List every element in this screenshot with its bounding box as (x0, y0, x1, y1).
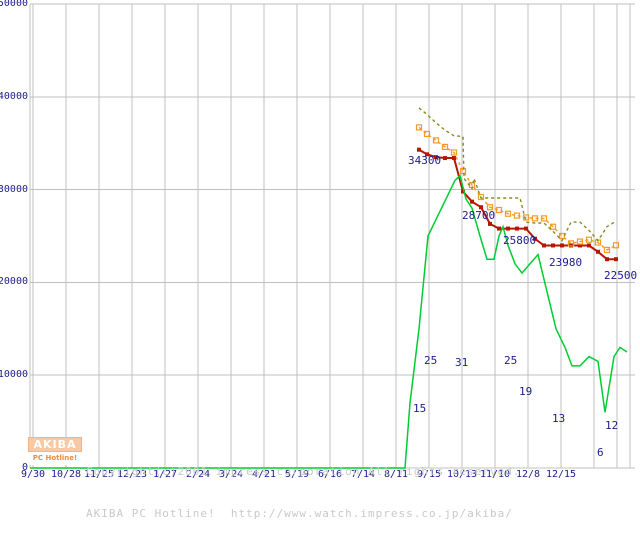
series-highest-price (418, 107, 617, 242)
x-tick-label: 3/24 (218, 469, 244, 480)
x-tick-label: 8/11 (383, 469, 409, 480)
y-tick-label: 0 (21, 462, 28, 473)
series-shop-count (30, 174, 628, 469)
x-tick-label: 4/21 (251, 469, 277, 480)
count-value-label: 13 (552, 412, 566, 425)
count-value-label: 25 (424, 354, 438, 367)
x-tick-label: 12/8 (515, 469, 541, 480)
chart-plot-area (29, 3, 635, 469)
y-tick-label: 30000 (0, 183, 28, 195)
count-value-label: 6 (597, 446, 604, 459)
price-history-chart: 50000 40000 30000 20000 10000 0 9/30 10/28 11/2… (0, 0, 638, 520)
x-tick-label: 10/13 (446, 469, 478, 480)
x-tick-label: 11/25 (83, 469, 115, 480)
x-tick-label: 5/19 (284, 469, 310, 480)
y-tick-label: 20000 (0, 276, 28, 288)
series-lowest-price (417, 147, 618, 262)
count-value-label: 25 (504, 354, 518, 367)
x-tick-label: 9/30 (20, 469, 46, 480)
x-tick-label: 6/16 (317, 469, 343, 480)
x-tick-label: 2/24 (185, 469, 211, 480)
price-value-label: 34300 (408, 154, 442, 167)
price-value-label: 23980 (549, 256, 583, 269)
x-tick-label: 7/14 (350, 469, 376, 480)
y-tick-label: 50000 (0, 0, 28, 9)
x-tick-label: 9/15 (416, 469, 442, 480)
count-value-label: 31 (455, 356, 469, 369)
x-tick-label: 11/10 (479, 469, 511, 480)
price-value-label: 25800 (503, 234, 537, 247)
price-value-label: 28700 (462, 209, 496, 222)
count-value-label: 12 (605, 419, 619, 432)
x-tick-label: 12/15 (545, 469, 577, 480)
x-tick-label: 1/27 (152, 469, 178, 480)
count-value-label: 19 (519, 385, 533, 398)
price-value-label: 22500 (604, 269, 638, 282)
y-tick-label: 40000 (0, 90, 28, 102)
count-value-label: 15 (413, 402, 427, 415)
copyright-line-2: AKIBA PC Hotline! http://www.watch.impre… (86, 507, 513, 520)
x-tick-label: 10/28 (50, 469, 82, 480)
x-tick-label: 12/23 (116, 469, 148, 480)
y-tick-label: 10000 (0, 369, 28, 381)
